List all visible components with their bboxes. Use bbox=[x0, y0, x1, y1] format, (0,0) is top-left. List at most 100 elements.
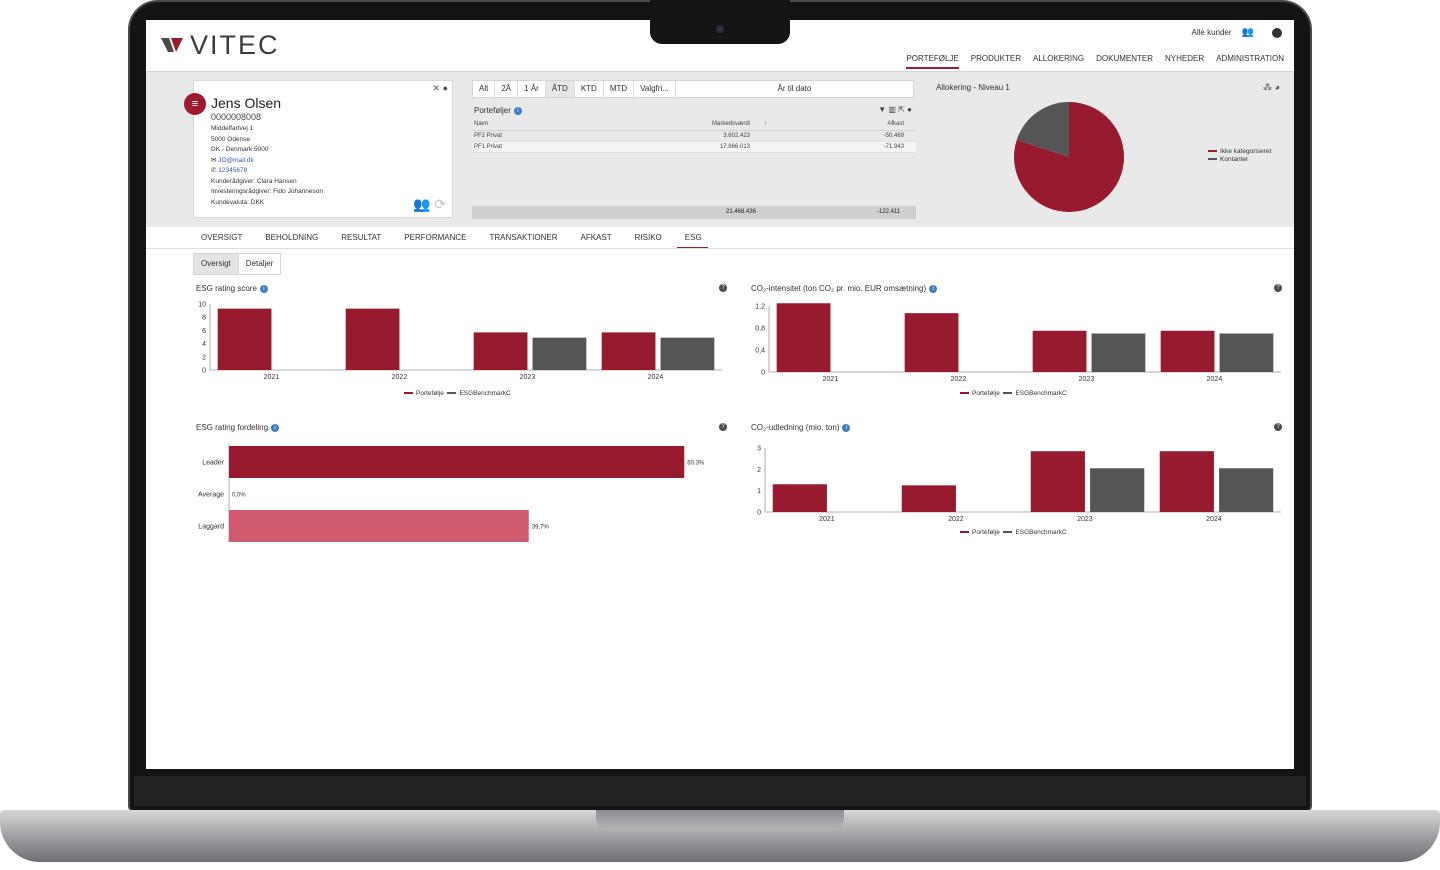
help-icon[interactable]: ? bbox=[719, 284, 727, 292]
legend-swatch bbox=[1003, 531, 1013, 534]
nav-news[interactable]: NYHEDER bbox=[1165, 54, 1205, 63]
client-advisor: Kunderådgiver: Clara Hansen bbox=[211, 177, 297, 185]
laptop-chin bbox=[134, 776, 1306, 806]
info-icon[interactable]: i bbox=[513, 106, 522, 115]
client-menu-icon[interactable]: ≡ bbox=[184, 93, 206, 115]
info-icon[interactable]: i bbox=[259, 284, 268, 293]
bar-portfolio bbox=[901, 485, 956, 512]
close-icon[interactable]: ✕ bbox=[432, 83, 441, 93]
client-id: 0000008008 bbox=[211, 112, 262, 122]
nav-documents[interactable]: DOKUMENTER bbox=[1096, 54, 1154, 63]
portfolio-table: Navn Markedsværdi ↑ Afkast PF2 Privat 3.… bbox=[472, 119, 916, 153]
table-header-row: Navn Markedsværdi ↑ Afkast bbox=[472, 119, 916, 131]
x-tick-label: 2022 bbox=[948, 516, 964, 523]
row-name: PF2 Privat bbox=[472, 130, 652, 142]
help-icon[interactable]: ● bbox=[442, 83, 448, 93]
bar-portfolio bbox=[1032, 330, 1087, 372]
legend-swatch bbox=[960, 392, 969, 395]
nav-administration[interactable]: ADMINISTRATION bbox=[1216, 54, 1284, 63]
period-2y[interactable]: 2Å bbox=[495, 81, 519, 97]
period-custom[interactable]: Valgfri... bbox=[634, 81, 676, 97]
client-phone[interactable]: 12345678 bbox=[218, 167, 248, 174]
period-ytd[interactable]: ÅTD bbox=[545, 81, 575, 97]
legend-swatch bbox=[960, 531, 969, 534]
y-tick-label: 0 bbox=[757, 510, 761, 517]
period-1y[interactable]: 1 År bbox=[518, 81, 546, 97]
bar-portfolio bbox=[1159, 451, 1214, 512]
allocation-pie-chart bbox=[1014, 102, 1124, 212]
info-icon[interactable]: i bbox=[842, 423, 851, 432]
tab-result[interactable]: RESULTAT bbox=[341, 233, 382, 242]
contacts-icon[interactable]: 👥 bbox=[412, 196, 431, 212]
columns-icon[interactable]: ▥ bbox=[888, 105, 896, 114]
esg-distribution-title-text: ESG rating fordeling bbox=[196, 423, 269, 432]
total-value: 21.468.436 bbox=[726, 209, 757, 215]
co2-intensity-legend: Portefølje ESGBenchmarkC bbox=[960, 390, 1067, 397]
legend-label: Kontanter bbox=[1220, 156, 1249, 163]
legend-label: Ikke kategoriseret bbox=[1220, 148, 1272, 155]
period-all[interactable]: Alt bbox=[473, 81, 496, 97]
subtab-details[interactable]: Detaljer bbox=[245, 259, 274, 268]
client-address2: 5000 Odense bbox=[211, 135, 251, 143]
co2-emission-legend: Portefølje ESGBenchmarkC bbox=[960, 529, 1067, 536]
pie-chart-icon[interactable]: ◕ bbox=[1274, 82, 1280, 92]
tab-holdings[interactable]: BEHOLDNING bbox=[265, 233, 319, 242]
period-qtd[interactable]: KTD bbox=[575, 81, 604, 97]
col-market-value[interactable]: Markedsværdi bbox=[652, 119, 762, 131]
bar-benchmark bbox=[1219, 333, 1274, 372]
x-tick-label: 2021 bbox=[264, 374, 280, 381]
laptop-base-notch bbox=[596, 810, 844, 830]
col-return[interactable]: Afkast bbox=[792, 119, 916, 131]
nav-allocation[interactable]: ALLOKERING bbox=[1032, 54, 1085, 63]
bar-portfolio bbox=[1160, 330, 1215, 372]
nav-portfolio[interactable]: PORTEFØLJE bbox=[906, 54, 959, 69]
bar-portfolio bbox=[1030, 451, 1085, 512]
client-email[interactable]: JO@mail.dk bbox=[218, 156, 254, 164]
y-tick-label: 0,8 bbox=[755, 326, 765, 333]
y-tick-label: Average bbox=[198, 492, 224, 499]
tab-performance[interactable]: PERFORMANCE bbox=[404, 233, 467, 242]
tab-risk[interactable]: RISIKO bbox=[634, 233, 662, 242]
co2-intensity-chart: 0 0,4 0,8 1,2 2021 2022 2023 2024 bbox=[755, 303, 1281, 383]
x-tick-label: 2023 bbox=[520, 374, 536, 381]
bar-portfolio bbox=[772, 484, 827, 512]
portfolios-title-text: Porteføljer bbox=[474, 106, 511, 115]
tab-overview[interactable]: OVERSIGT bbox=[201, 233, 243, 242]
legend-swatch bbox=[404, 392, 413, 395]
co2-emission-title-text: CO₂-udledning (mio. ton) bbox=[751, 423, 840, 432]
client-investment-advisor: Investeringsrådgiver: Fido Johanneson bbox=[211, 188, 324, 195]
tab-esg[interactable]: ESG bbox=[676, 233, 708, 249]
legend-swatch bbox=[1003, 392, 1013, 395]
help-icon[interactable]: ● bbox=[907, 105, 912, 114]
info-icon[interactable]: i bbox=[929, 284, 938, 293]
sort-asc-icon[interactable]: ↑ bbox=[762, 119, 792, 131]
data-label: 0,0% bbox=[232, 493, 246, 499]
sub-tabs: Oversigt Detaljer bbox=[193, 253, 282, 275]
esg-score-title: ESG rating score i bbox=[196, 284, 268, 293]
refresh-icon[interactable]: ⟳ bbox=[434, 196, 446, 212]
export-icon[interactable]: ⇱ bbox=[898, 105, 905, 114]
subtab-overview[interactable]: Oversigt bbox=[194, 254, 239, 274]
filter-icon[interactable]: ▼ bbox=[878, 105, 887, 114]
col-name[interactable]: Navn bbox=[472, 119, 652, 131]
user-account-icon[interactable] bbox=[1272, 27, 1282, 38]
tab-returns[interactable]: AFKAST bbox=[580, 233, 612, 242]
nav-products[interactable]: PRODUKTER bbox=[970, 54, 1021, 63]
y-tick-label: 10 bbox=[198, 302, 206, 309]
period-mtd[interactable]: MTD bbox=[604, 81, 635, 97]
help-icon[interactable]: ? bbox=[1274, 284, 1282, 292]
client-address3: DK - Denmark 5000 bbox=[211, 146, 269, 153]
tab-transactions[interactable]: TRANSAKTIONER bbox=[489, 233, 558, 242]
users-icon[interactable]: 👥 bbox=[1241, 27, 1254, 38]
all-clients-link[interactable]: Alle kunder bbox=[1191, 28, 1232, 37]
y-tick-label: 6 bbox=[202, 328, 206, 335]
table-row[interactable]: PF2 Privat 3.602.423 -50.469 bbox=[472, 130, 916, 142]
hierarchy-icon[interactable]: ⁂ bbox=[1263, 82, 1273, 92]
y-tick-label: Leader bbox=[202, 460, 224, 467]
help-icon[interactable]: ? bbox=[719, 423, 727, 431]
help-icon[interactable]: ? bbox=[1274, 423, 1282, 431]
table-row[interactable]: PF1 Privat 17.866.013 -71.943 bbox=[472, 141, 916, 153]
vitec-logo[interactable]: VITEC bbox=[160, 32, 280, 59]
allocation-tools: ⁂ ◕ bbox=[1263, 82, 1280, 93]
info-icon[interactable]: i bbox=[271, 423, 280, 432]
